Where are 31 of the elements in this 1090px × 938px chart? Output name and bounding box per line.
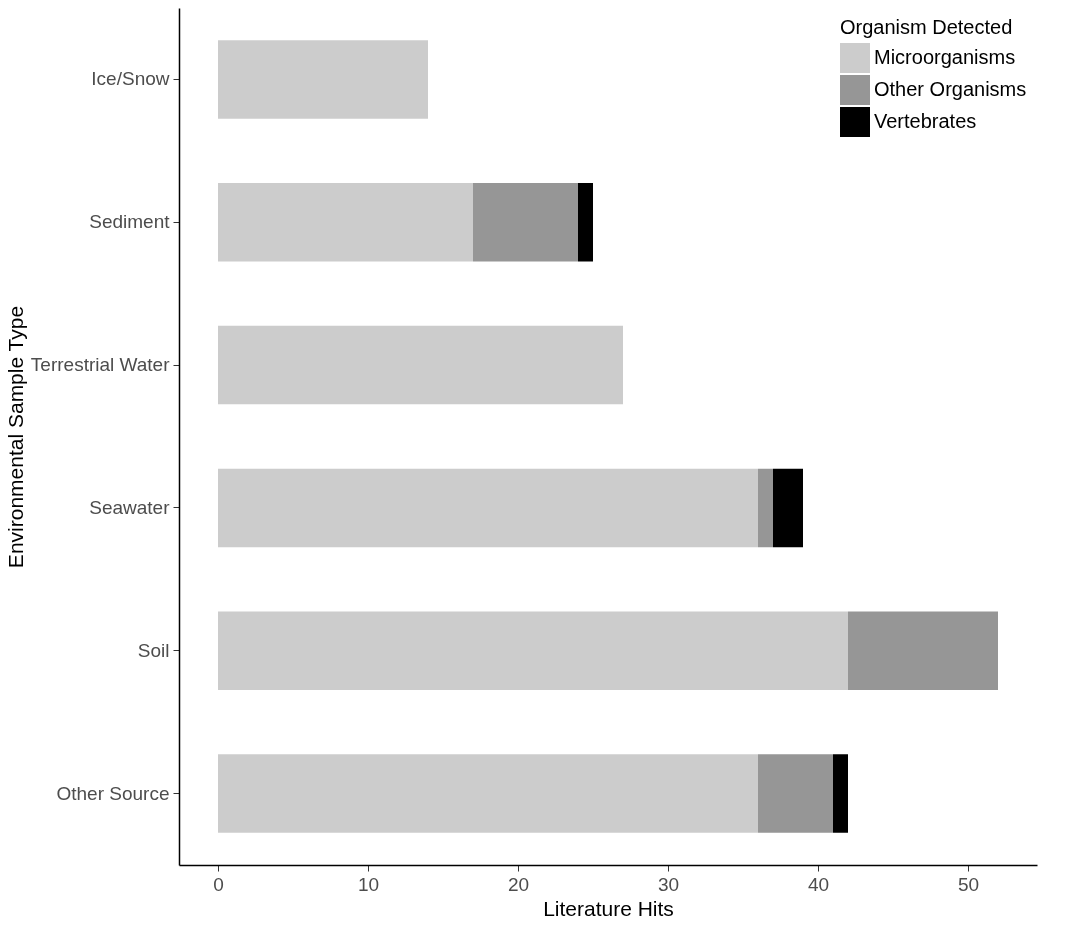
y-tick-label: Ice/Snow — [91, 68, 170, 90]
x-tick-label: 0 — [213, 873, 224, 895]
legend-title: Organism Detected — [840, 16, 1013, 38]
y-tick-label: Soil — [137, 639, 170, 661]
bar — [218, 754, 758, 833]
bar — [758, 754, 833, 833]
y-tick-label: Other Source — [56, 782, 170, 804]
x-tick-label: 30 — [657, 873, 680, 895]
bar — [473, 182, 578, 262]
x-tick-label: 20 — [507, 873, 530, 895]
x-tick-label: 50 — [957, 873, 980, 895]
legend-label: Microorganisms — [874, 46, 1016, 68]
x-tick-label: 40 — [807, 873, 830, 895]
y-tick-label: Sediment — [89, 211, 171, 233]
legend-label: Vertebrates — [874, 110, 977, 132]
bar — [773, 468, 803, 548]
bar — [578, 182, 593, 262]
x-tick-label: 10 — [357, 873, 380, 895]
x-axis-title: Literature Hits — [543, 896, 674, 920]
bar — [218, 468, 758, 548]
y-tick-label: Terrestrial Water — [30, 354, 171, 376]
bar — [218, 182, 473, 262]
bar — [758, 468, 773, 548]
bar — [848, 611, 998, 691]
bar — [833, 754, 848, 833]
bar — [218, 40, 428, 119]
y-tick-label: Seawater — [89, 496, 171, 518]
y-axis-title: Environmental Sample Type — [3, 305, 27, 569]
bar — [218, 611, 848, 691]
bar — [218, 325, 623, 405]
legend-label: Other Organisms — [874, 78, 1027, 100]
